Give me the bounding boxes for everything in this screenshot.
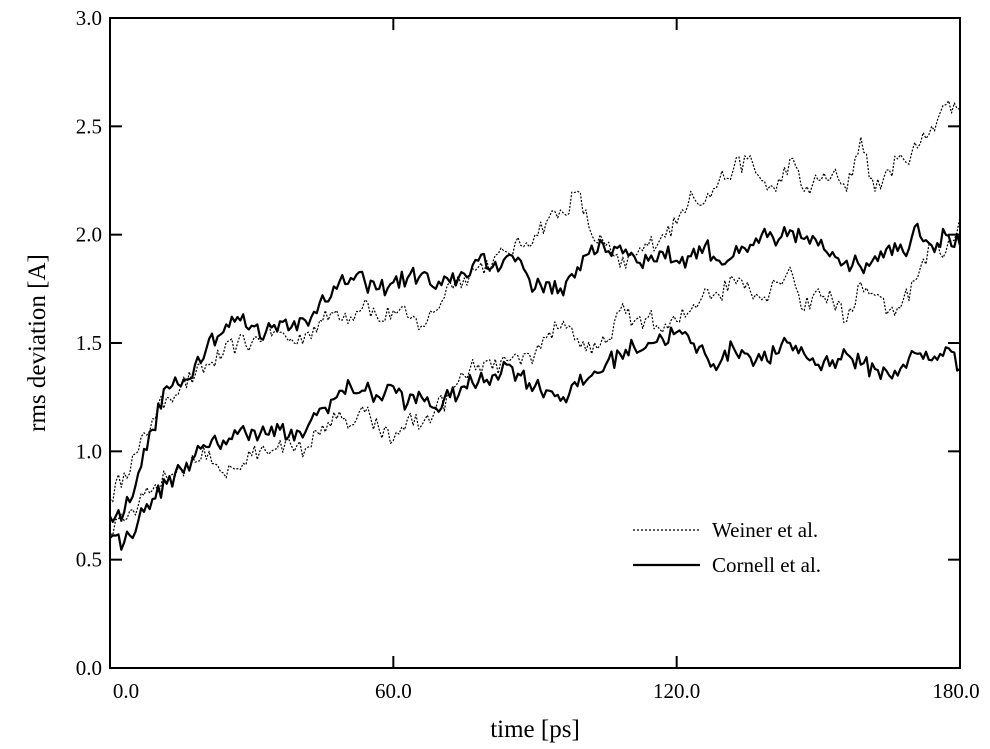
- y-axis-label: rms deviation [A]: [24, 254, 51, 432]
- y-tick-label: 0.0: [76, 656, 102, 680]
- x-axis-label: time [ps]: [490, 716, 580, 743]
- series-line-3: [109, 217, 961, 536]
- series-line-1: [109, 100, 961, 503]
- legend-label-cornell: Cornell et al.: [712, 553, 821, 577]
- x-tick-label: 0.0: [113, 679, 139, 703]
- series-line-4: [109, 326, 961, 551]
- y-tick-label: 2.0: [76, 223, 102, 247]
- x-tick-label: 60.0: [375, 679, 412, 703]
- legend: Weiner et al. Cornell et al.: [633, 518, 821, 577]
- series-layer: [109, 100, 962, 551]
- plot-frame: [109, 17, 961, 669]
- y-tick-label: 1.0: [76, 439, 102, 463]
- ticks-layer: 0.0 0.5 1.0 1.5 2.0 2.5 3.0 0.0 60.0 120.0 180.0: [76, 6, 980, 703]
- y-tick-label: 1.5: [76, 331, 102, 355]
- legend-label-weiner: Weiner et al.: [712, 518, 818, 542]
- x-tick-label: 120.0: [653, 679, 700, 703]
- x-tick-label: 180.0: [932, 679, 979, 703]
- series-line-2: [109, 222, 962, 524]
- y-tick-label: 3.0: [76, 6, 102, 30]
- y-tick-label: 0.5: [76, 548, 102, 572]
- y-tick-label: 2.5: [76, 114, 102, 138]
